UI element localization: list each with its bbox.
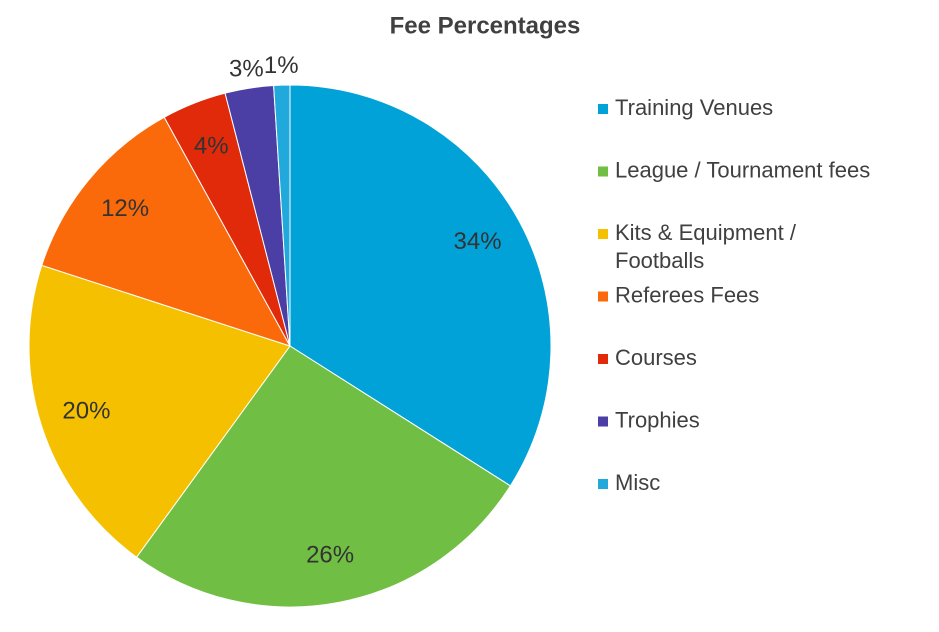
legend-swatch [598,354,608,364]
data-label: 3% [229,56,264,83]
legend-swatch [598,416,608,427]
legend-swatch [598,104,608,114]
legend-line: Kits & Equipment / [615,220,797,245]
legend-label: Referees Fees [615,282,759,307]
data-label: 34% [454,228,502,255]
data-label: 1% [264,52,299,79]
legend-swatch [598,291,608,302]
legend-label: Kits & Equipment / Footballs [615,220,797,273]
pie-slice [135,345,512,608]
legend-label: Misc [615,470,660,495]
data-label: 12% [101,195,149,222]
data-label: 4% [194,132,229,159]
data-label: 20% [62,397,110,424]
legend-label: Training Venues [615,95,773,120]
pie-slice [41,116,292,347]
legend-label: Courses [615,345,697,370]
legend-swatch [598,229,608,239]
pie-slice [273,84,291,347]
pie-slice [28,264,291,558]
legend-swatch [598,166,608,177]
data-label: 26% [306,542,354,569]
chart-title: Fee Percentages [390,12,581,39]
legend-line: Footballs [615,248,704,273]
legend-label: Trophies [615,407,700,432]
legend-swatch [598,479,608,489]
pie-slice [289,84,552,487]
legend-label: League / Tournament fees [615,157,870,182]
